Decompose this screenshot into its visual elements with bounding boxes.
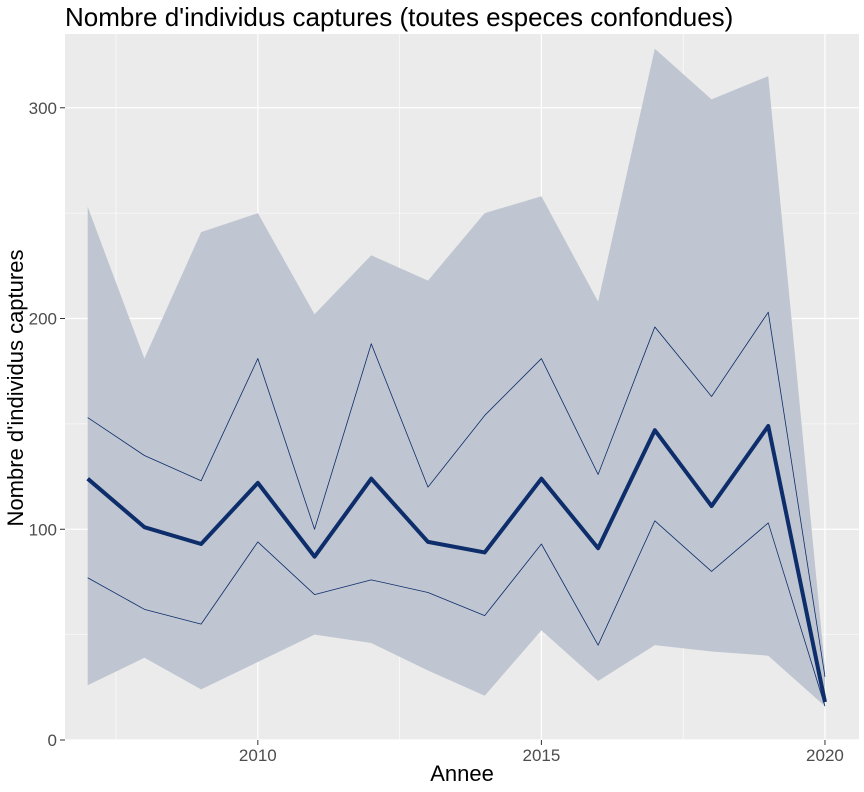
x-tick-label: 2020	[806, 746, 844, 765]
y-tick-label: 100	[29, 520, 57, 539]
tick-labels: 2010 2015 2020 0 100 200 300	[29, 99, 844, 765]
series-line-layer	[86, 311, 827, 707]
series-line-upper-line	[87, 311, 826, 677]
y-tick-label: 0	[48, 731, 57, 750]
axis-ticks	[60, 107, 826, 745]
confidence-band-layer	[87, 48, 825, 707]
confidence-band	[87, 48, 825, 707]
chart-title: Nombre d'individus captures (toutes espe…	[65, 2, 733, 32]
x-axis-title: Annee	[430, 761, 494, 786]
y-tick-label: 300	[29, 99, 57, 118]
series-line-lower-line	[87, 520, 826, 707]
x-tick-label: 2010	[239, 746, 277, 765]
series-line-mean	[86, 423, 827, 703]
y-axis-title: Nombre d'individus captures	[3, 250, 28, 527]
y-tick-label: 200	[29, 310, 57, 329]
x-tick-label: 2015	[522, 746, 560, 765]
